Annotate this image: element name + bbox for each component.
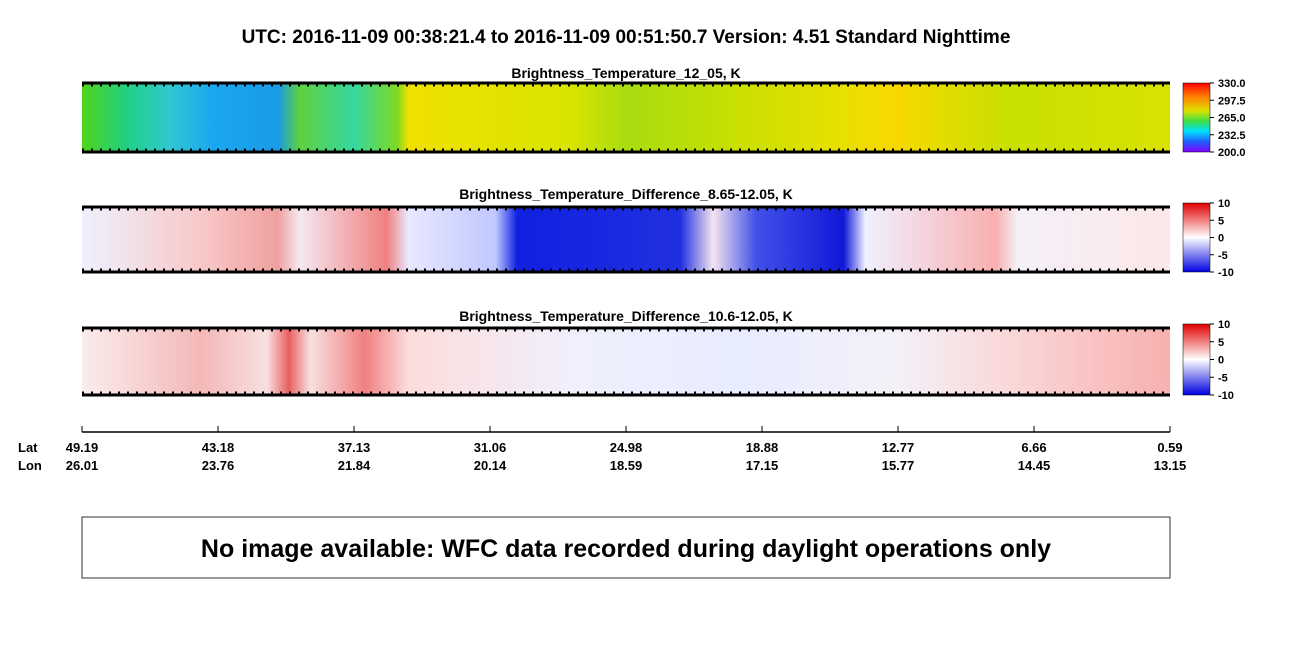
colorbar-tick-label: 5: [1218, 215, 1224, 227]
message-box: [81, 516, 1171, 579]
colorbar-tick-label: 10: [1218, 198, 1230, 210]
lat-tick-label: 31.06: [474, 440, 507, 455]
image-strip: [82, 83, 1170, 152]
lon-tick-label: 18.59: [610, 458, 643, 473]
lon-tick-label: 17.15: [746, 458, 779, 473]
colorbar-tick-label: 297.5: [1218, 95, 1246, 107]
message: No image available: WFC data recorded du…: [201, 535, 1051, 563]
colorbar-tick-label: 0: [1218, 355, 1224, 367]
colorbar-tick-label: 5: [1218, 337, 1224, 349]
colorbar-tick-label: -5: [1218, 372, 1228, 384]
colorbar-tick-label: 330.0: [1218, 78, 1246, 90]
panel-title: Brightness_Temperature_Difference_8.65-1…: [459, 186, 793, 202]
colorbar-tick-label: 0: [1218, 233, 1224, 245]
colorbar-tick-label: 10: [1218, 319, 1230, 331]
lat-tick-label: 37.13: [338, 440, 371, 455]
lat-tick-label: 43.18: [202, 440, 235, 455]
lon-tick-label: 14.45: [1018, 458, 1051, 473]
lon-label: Lon: [18, 458, 42, 473]
lat-tick-label: 12.77: [882, 440, 915, 455]
lon-tick-label: 26.01: [66, 458, 99, 473]
colorbar: [1182, 82, 1211, 153]
lon-tick-label: 23.76: [202, 458, 235, 473]
colorbar-tick-label: 265.0: [1218, 113, 1246, 125]
lat-tick-label: 18.88: [746, 440, 779, 455]
lat-tick-label: 0.59: [1157, 440, 1182, 455]
colorbar: [1182, 202, 1211, 273]
lon-tick-label: 21.84: [338, 458, 371, 473]
lon-tick-label: 13.15: [1154, 458, 1187, 473]
colorbar-tick-label: 200.0: [1218, 147, 1246, 159]
lat-tick-label: 6.66: [1021, 440, 1046, 455]
colorbar-tick-label: -10: [1218, 390, 1234, 402]
lat-label: Lat: [18, 440, 38, 455]
colorbar-tick-label: -10: [1218, 267, 1234, 279]
image-strip: [82, 328, 1170, 395]
lat-tick-label: 49.19: [66, 440, 99, 455]
image-strip: [82, 207, 1170, 272]
colorbar-tick-label: 232.5: [1218, 130, 1246, 142]
panel-title: Brightness_Temperature_Difference_10.6-1…: [459, 308, 793, 324]
lon-tick-label: 20.14: [474, 458, 507, 473]
lon-tick-label: 15.77: [882, 458, 915, 473]
colorbar-tick-label: -5: [1218, 250, 1228, 262]
page-title: UTC: 2016-11-09 00:38:21.4 to 2016-11-09…: [242, 27, 1011, 48]
lat-tick-label: 24.98: [610, 440, 643, 455]
colorbar: [1182, 323, 1211, 396]
panel-title: Brightness_Temperature_12_05, K: [511, 65, 740, 81]
